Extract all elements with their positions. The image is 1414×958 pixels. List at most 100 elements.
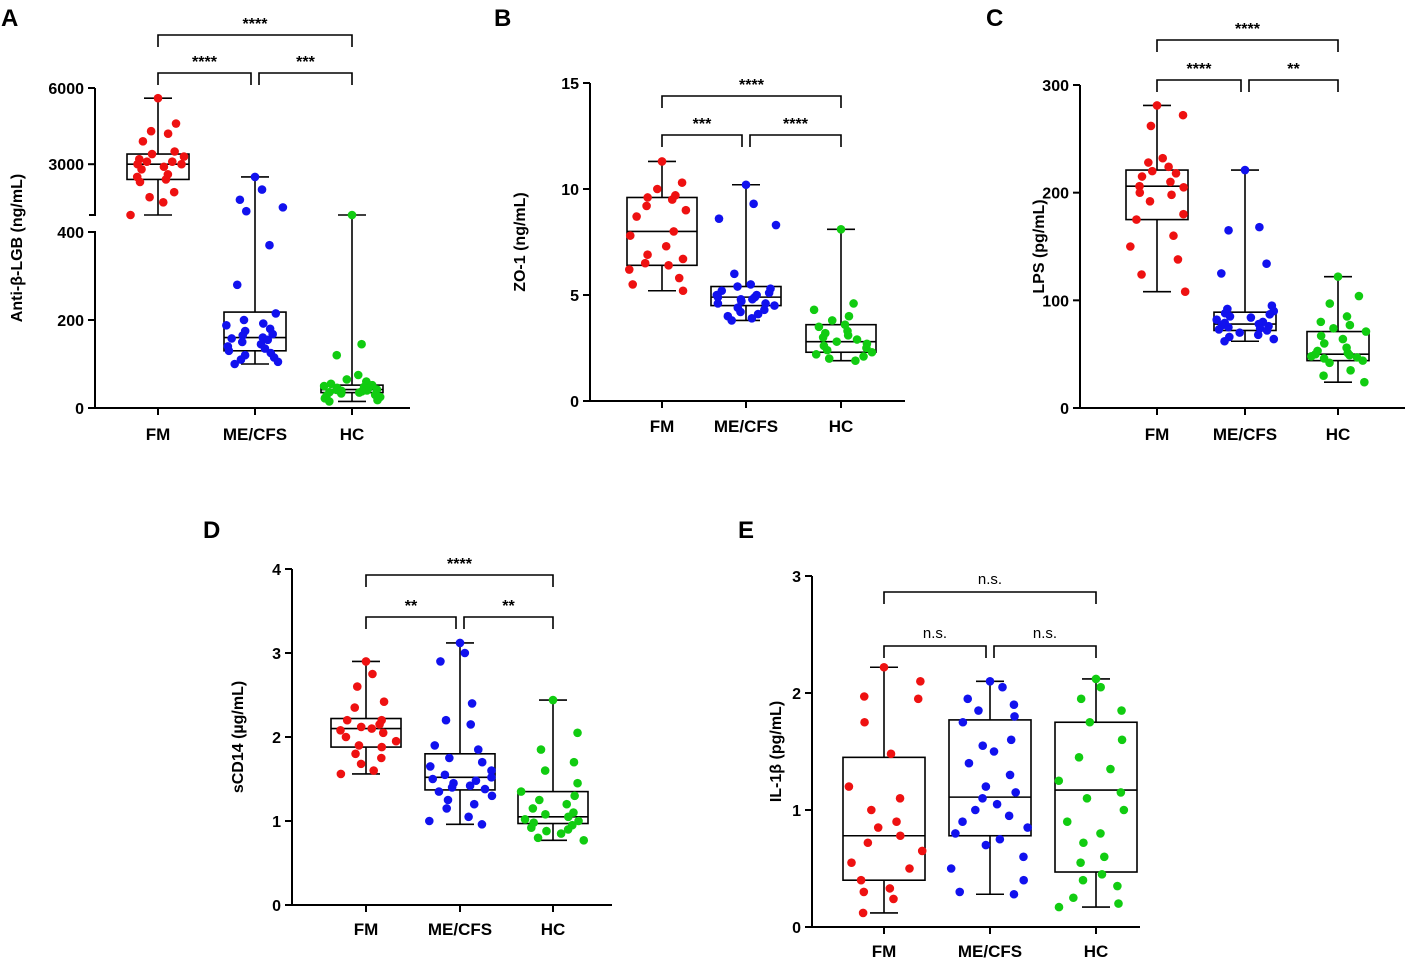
group-hc	[319, 210, 385, 406]
data-point	[464, 812, 473, 822]
data-point	[520, 815, 530, 824]
data-point	[760, 305, 769, 315]
bracket-line	[661, 134, 743, 147]
y-tick-label: 0	[570, 394, 579, 411]
data-point	[169, 187, 179, 197]
data-point	[477, 757, 487, 767]
y-axis-label: ZO-1 (ng/mL)	[512, 192, 529, 292]
data-point	[879, 662, 889, 672]
data-point	[1345, 320, 1355, 330]
group-me-cfs	[946, 677, 1032, 899]
data-point	[1119, 805, 1129, 815]
data-point	[733, 282, 742, 291]
data-point	[278, 203, 288, 212]
data-point	[235, 195, 245, 205]
bracket-line	[749, 134, 842, 147]
data-point	[1255, 222, 1264, 232]
bracket-line	[157, 72, 252, 85]
data-point	[548, 695, 558, 705]
data-point	[1307, 352, 1316, 361]
data-point	[167, 157, 177, 166]
data-point	[1169, 231, 1178, 241]
group-hc	[805, 224, 877, 366]
box-iqr	[126, 153, 190, 181]
data-point	[664, 261, 673, 270]
significance-label: **	[1287, 61, 1300, 78]
significance-label: **	[405, 598, 418, 615]
data-point	[1319, 371, 1328, 381]
data-point	[147, 149, 157, 159]
data-point	[533, 833, 543, 843]
data-point	[1132, 215, 1141, 224]
data-point	[657, 157, 667, 166]
data-point	[455, 638, 465, 648]
data-point	[142, 157, 152, 166]
data-point	[425, 816, 434, 826]
data-point	[224, 346, 234, 356]
data-point	[263, 335, 273, 345]
data-point	[430, 741, 440, 750]
panel-letter: E	[738, 517, 754, 544]
data-point	[963, 694, 973, 704]
data-point	[678, 286, 688, 296]
data-point	[170, 147, 179, 156]
box-iqr	[1054, 721, 1138, 873]
data-point	[466, 720, 476, 729]
data-point	[564, 812, 573, 822]
data-point	[540, 766, 550, 775]
data-point	[661, 241, 671, 251]
bracket-line	[157, 34, 353, 47]
y-axis-label: Anti-β-LGB (ng/mL)	[9, 174, 26, 322]
data-point	[873, 823, 883, 832]
data-point	[951, 829, 960, 838]
data-point	[373, 395, 382, 405]
data-point	[863, 838, 873, 848]
data-point	[748, 294, 757, 304]
data-point	[974, 706, 983, 715]
y-tick-label: 3	[272, 646, 281, 663]
data-point	[332, 350, 342, 360]
data-point	[443, 795, 453, 805]
data-point	[1135, 181, 1144, 191]
data-point	[978, 741, 988, 750]
data-point	[336, 769, 346, 779]
data-point	[230, 359, 239, 369]
data-point	[542, 826, 551, 836]
significance-bracket: n.s.	[883, 571, 1097, 604]
data-point	[137, 164, 146, 174]
data-point	[770, 301, 779, 310]
data-point	[1235, 328, 1245, 337]
data-point	[1345, 350, 1354, 360]
data-point	[1019, 875, 1028, 885]
x-category-label: ME/CFS	[1213, 425, 1277, 444]
panel-letter: B	[494, 5, 511, 32]
data-point	[1117, 735, 1127, 745]
data-point	[1085, 717, 1095, 727]
data-point	[1164, 162, 1173, 172]
data-point	[1096, 829, 1105, 838]
significance-label: n.s.	[978, 571, 1002, 588]
data-point	[885, 884, 895, 893]
data-point	[153, 93, 163, 103]
data-point	[563, 825, 573, 834]
x-category-label: HC	[1084, 942, 1109, 958]
group-fm	[126, 93, 190, 220]
data-point	[326, 379, 336, 389]
data-point	[1316, 317, 1326, 327]
data-point	[824, 354, 834, 363]
data-point	[1054, 776, 1064, 786]
box-iqr	[1125, 169, 1189, 221]
significance-label: ****	[447, 556, 473, 573]
panel-a: A 0 200 400 3000 6000 FM ME/CFS HC Anti-β-LGB (ng…	[1, 5, 410, 444]
data-point	[1137, 270, 1146, 279]
significance-bracket: ***	[258, 54, 353, 85]
y-tick-label: 400	[57, 225, 84, 242]
y-tick-label: 200	[1042, 186, 1069, 203]
data-point	[434, 787, 444, 796]
data-point	[1225, 312, 1235, 321]
data-point	[447, 783, 457, 792]
group-me-cfs	[710, 180, 782, 325]
data-point	[811, 350, 821, 359]
